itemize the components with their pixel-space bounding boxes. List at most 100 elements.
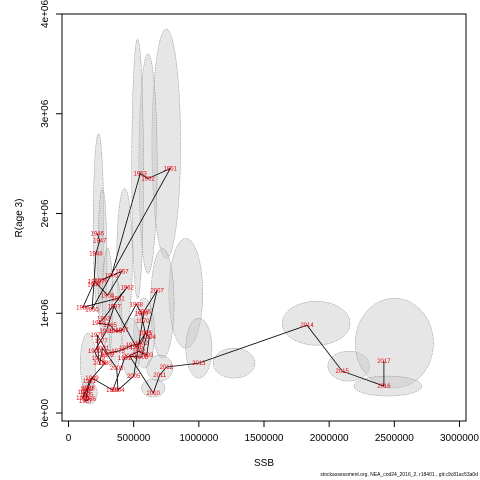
- year-label: 1973: [126, 343, 140, 349]
- y-axis: 0e+00 1e+06 2e+06 3e+06 4e+06: [40, 0, 62, 427]
- y-tick-label: 3e+06: [40, 99, 51, 128]
- year-label: 1950: [85, 307, 99, 313]
- year-label: 1952: [141, 177, 155, 183]
- year-label: 2016: [377, 384, 391, 390]
- year-label: 2012: [160, 365, 174, 371]
- y-tick-label: 2e+06: [40, 199, 51, 228]
- year-label: 1992: [132, 349, 146, 355]
- year-label: 1969: [135, 311, 149, 317]
- year-label: 2002: [101, 353, 115, 359]
- confidence-ellipse: [212, 347, 256, 379]
- year-label: 2015: [336, 369, 350, 375]
- y-tick-label: 0e+00: [40, 399, 51, 428]
- year-label: 1966: [109, 329, 123, 335]
- confidence-ellipse: [185, 318, 213, 379]
- x-axis: 0 500000 1000000 1500000 2000000 2500000 30000…: [66, 421, 479, 444]
- year-label: 1976: [101, 351, 115, 357]
- year-label: 2000: [93, 361, 107, 367]
- year-label: 1955: [105, 273, 119, 279]
- x-tick-label: 2000000: [310, 433, 349, 444]
- confidence-ellipse: [151, 28, 181, 259]
- year-label: 1968: [130, 302, 144, 308]
- year-label: 1996: [130, 345, 144, 351]
- x-tick-label: 1000000: [179, 433, 218, 444]
- year-label: 2005: [127, 374, 141, 380]
- year-label: 1984: [77, 390, 91, 396]
- year-label: 1979: [92, 356, 106, 362]
- year-label: 1971: [139, 331, 153, 337]
- year-label: 1999: [88, 349, 102, 355]
- year-label: 1947: [93, 238, 107, 244]
- year-label: 1978: [91, 333, 105, 339]
- year-label: 1951: [163, 167, 177, 173]
- year-label: 2007: [150, 288, 164, 294]
- confidence-ellipse: [133, 298, 155, 369]
- year-label: 1962: [120, 285, 134, 291]
- year-label: 1977: [94, 339, 108, 345]
- x-tick-label: 1500000: [245, 433, 284, 444]
- trajectory-line: [82, 167, 385, 402]
- confidence-ellipse: [146, 354, 174, 382]
- trajectory-path: [82, 167, 385, 402]
- year-label: 1953: [134, 172, 148, 178]
- year-label: 1975: [111, 349, 125, 355]
- year-label: 1958: [101, 293, 115, 299]
- year-label: 2003: [110, 366, 124, 372]
- year-label: 2011: [153, 373, 167, 379]
- x-tick-label: 500000: [117, 433, 151, 444]
- confidence-ellipse: [327, 350, 370, 382]
- confidence-ellipse: [354, 298, 434, 389]
- year-label: 1967: [115, 328, 129, 334]
- year-label: 1981: [83, 379, 97, 385]
- y-tick-label: 4e+06: [40, 0, 51, 28]
- year-label: 1983: [76, 396, 90, 402]
- confidence-ellipse: [131, 38, 144, 299]
- y-tick-label: 1e+06: [40, 299, 51, 328]
- year-label: 1957: [115, 269, 129, 275]
- confidence-ellipse: [281, 301, 351, 346]
- year-label: 1972: [135, 341, 149, 347]
- confidence-ellipse: [150, 248, 175, 359]
- year-label: 1974: [119, 346, 133, 352]
- year-label: 1993: [140, 353, 154, 359]
- year-label: 1980: [98, 361, 112, 367]
- year-label: 2010: [147, 391, 161, 397]
- year-label: 1956: [94, 278, 108, 284]
- year-label: 1963: [97, 316, 111, 322]
- year-label: 1964: [92, 321, 106, 327]
- confidence-ellipse: [108, 278, 123, 369]
- year-label: 1994: [143, 335, 157, 341]
- year-label: 1985: [80, 393, 94, 399]
- year-label: 2008: [135, 355, 149, 361]
- x-tick-label: 2500000: [375, 433, 414, 444]
- year-label: 2014: [300, 323, 314, 329]
- confidence-ellipse: [138, 53, 158, 274]
- year-label: 1998: [100, 329, 114, 335]
- year-label: 1948: [89, 251, 103, 257]
- y-axis-label: R(age 3): [14, 199, 25, 238]
- year-label: 1991: [118, 356, 132, 362]
- year-label: 1961: [111, 296, 125, 302]
- year-label: 1965: [104, 323, 118, 329]
- year-label: 2013: [192, 361, 206, 367]
- year-label: 2004: [111, 388, 125, 394]
- year-label: 1960: [76, 305, 90, 311]
- year-label: 2006: [137, 309, 151, 315]
- year-label: 1997: [107, 304, 121, 310]
- year-label: 1987: [79, 399, 93, 405]
- year-label: 2009: [123, 354, 137, 360]
- confidence-ellipse: [116, 188, 133, 329]
- year-label: 1970: [136, 319, 150, 325]
- year-label: 1946: [91, 231, 105, 237]
- year-label: 1959: [88, 279, 102, 285]
- year-label: 1990: [106, 388, 120, 394]
- footer-note: stockassessment.org, NEA_cod24_2016_2, r…: [320, 472, 478, 478]
- year-label: 1986: [83, 397, 97, 403]
- year-label: 1982: [80, 387, 94, 393]
- year-label: 2017: [377, 359, 391, 365]
- x-tick-label: 0: [66, 433, 72, 444]
- year-label: 1949: [87, 282, 101, 288]
- year-label: 1995: [139, 331, 153, 337]
